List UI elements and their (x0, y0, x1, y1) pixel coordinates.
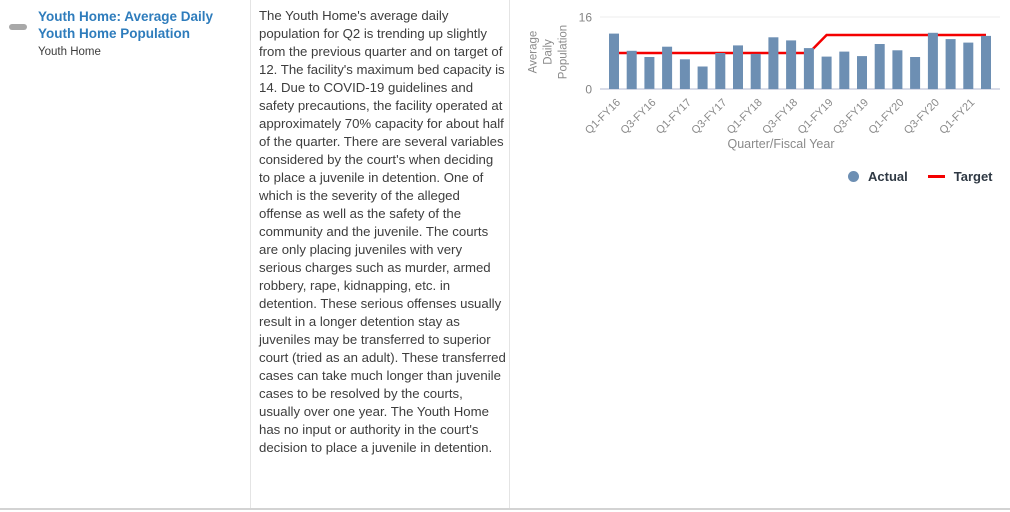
target-marker-icon (927, 175, 945, 178)
actual-bar[interactable] (803, 48, 814, 89)
x-tick-label: Q3-FY16 (618, 97, 658, 137)
x-tick-label: Q3-FY20 (902, 97, 942, 137)
x-tick-label: Q1-FY21 (937, 97, 977, 137)
analysis-text: The Youth Home's average daily populatio… (259, 8, 506, 455)
actual-bar[interactable] (945, 39, 956, 89)
population-chart-cell: 0 16 Average Daily Population Q1-FY16 Q3-FY16 Q… (511, 0, 1010, 508)
legend-label-actual: Actual (868, 169, 908, 184)
actual-bar[interactable] (821, 56, 832, 89)
y-tick-label: 0 (585, 83, 592, 97)
actual-bar[interactable] (786, 40, 797, 89)
y-axis-title: Population (558, 25, 570, 79)
actual-bar[interactable] (662, 46, 673, 89)
actual-bar[interactable] (963, 42, 974, 89)
y-axis-title: Average (528, 31, 540, 74)
measure-subtitle: Youth Home (38, 46, 101, 58)
actual-bar[interactable] (874, 44, 885, 89)
measure-title-link[interactable]: Youth Home: Average Daily Youth Home Pop… (38, 9, 214, 41)
drag-handle-icon[interactable] (9, 24, 27, 30)
chart-legend: Actual Target (848, 169, 993, 184)
actual-bar[interactable] (715, 53, 726, 89)
actual-bar[interactable] (981, 35, 991, 89)
legend-item-target[interactable]: Target (927, 169, 993, 184)
column-divider (250, 0, 251, 508)
x-axis-title: Quarter/Fiscal Year (728, 137, 835, 151)
y-axis-title: Daily (543, 39, 555, 65)
actual-bar[interactable] (697, 66, 708, 90)
x-tick-label: Q1-FY19 (796, 97, 836, 137)
legend-label-target: Target (953, 169, 993, 184)
actual-bar[interactable] (927, 32, 938, 90)
target-line[interactable] (614, 33, 986, 55)
x-tick-label: Q1-FY18 (725, 97, 765, 137)
x-tick-label: Q3-FY19 (831, 97, 871, 137)
actual-marker-icon (848, 171, 859, 182)
actual-bar[interactable] (910, 57, 921, 89)
row-bottom-border (0, 508, 1010, 510)
actual-bar[interactable] (768, 37, 779, 90)
actual-bar[interactable] (679, 59, 690, 89)
actual-bar[interactable] (857, 56, 867, 89)
actual-bar[interactable] (839, 51, 850, 89)
x-tick-label: Q3-FY18 (760, 97, 800, 137)
legend-item-actual[interactable]: Actual (848, 169, 908, 184)
measure-title-cell: Youth Home: Average Daily Youth Home Pop… (38, 9, 244, 59)
actual-bar[interactable] (750, 53, 761, 89)
column-divider (509, 0, 510, 508)
actual-bar[interactable] (892, 50, 903, 89)
actual-bar[interactable] (626, 50, 637, 90)
actual-bar[interactable] (733, 45, 743, 89)
y-tick-label: 16 (579, 11, 593, 25)
x-tick-label: Q1-FY20 (866, 97, 906, 137)
actual-bar[interactable] (644, 57, 655, 89)
x-tick-label: Q1-FY17 (654, 97, 694, 137)
actual-bar[interactable] (609, 33, 619, 89)
x-tick-label: Q1-FY16 (583, 97, 623, 137)
x-tick-label: Q3-FY17 (689, 97, 729, 137)
